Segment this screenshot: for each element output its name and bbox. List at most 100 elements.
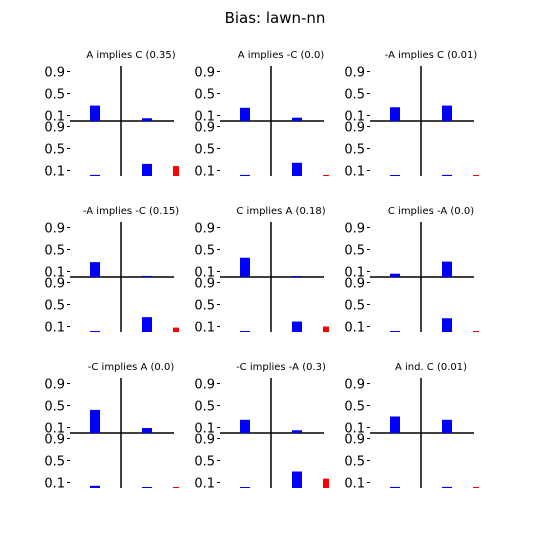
y-tick-label: 0.9 xyxy=(344,222,365,237)
y-tick-label: 0.5 xyxy=(194,455,215,470)
bar-bottom-left xyxy=(390,331,400,332)
bar-top-right xyxy=(292,117,302,121)
y-tick-label: 0.5 xyxy=(44,455,65,470)
bar-extra xyxy=(173,166,179,176)
y-tick-label: 0.9 xyxy=(194,222,215,237)
y-tick-label: 0.5 xyxy=(344,88,365,103)
y-tick-label: 0.1 xyxy=(194,321,215,336)
bar-bottom-right xyxy=(442,486,452,488)
bar-bottom-right xyxy=(442,174,452,176)
panel-title: C implies -A (0.0) xyxy=(388,206,474,217)
y-tick-label: 0.5 xyxy=(344,455,365,470)
y-tick-label: 0.1 xyxy=(44,266,65,281)
y-tick-label: 0.1 xyxy=(44,422,65,437)
bar-extra xyxy=(173,487,179,488)
panel-title: -C implies A (0.0) xyxy=(88,362,175,373)
bar-top-left xyxy=(390,273,400,277)
panel-title: -A implies -C (0.15) xyxy=(83,206,179,217)
bar-bottom-left xyxy=(390,486,400,488)
bar-bottom-right xyxy=(142,487,152,488)
bar-bottom-left xyxy=(240,174,250,176)
bar-bottom-left xyxy=(240,487,250,488)
y-tick-label: 0.5 xyxy=(344,400,365,415)
y-tick-label: 0.5 xyxy=(344,143,365,158)
y-tick-label: 0.9 xyxy=(194,121,215,136)
bar-bottom-left xyxy=(240,331,250,332)
bar-extra xyxy=(323,326,329,332)
y-tick-label: 0.9 xyxy=(44,222,65,237)
bar-extra xyxy=(473,175,479,176)
y-tick-label: 0.1 xyxy=(344,266,365,281)
y-tick-label: 0.9 xyxy=(344,378,365,393)
y-tick-label: 0.5 xyxy=(194,88,215,103)
y-tick-label: 0.9 xyxy=(194,433,215,448)
panel-title: -A implies C (0.01) xyxy=(385,50,478,61)
bar-top-left xyxy=(390,107,400,121)
y-tick-label: 0.1 xyxy=(344,165,365,180)
bar-bottom-right xyxy=(292,321,302,332)
y-tick-label: 0.1 xyxy=(44,477,65,492)
y-tick-label: 0.1 xyxy=(194,266,215,281)
y-tick-label: 0.5 xyxy=(194,299,215,314)
bar-top-left xyxy=(240,107,250,121)
y-tick-label: 0.5 xyxy=(44,244,65,259)
panel-grid: A implies C (0.35)0.90.50.10.90.50.1A im… xyxy=(44,50,479,492)
y-tick-label: 0.9 xyxy=(44,378,65,393)
bar-top-right xyxy=(442,261,452,277)
y-tick-label: 0.9 xyxy=(344,433,365,448)
y-tick-label: 0.9 xyxy=(344,121,365,136)
y-tick-label: 0.1 xyxy=(344,321,365,336)
panel-title: A ind. C (0.01) xyxy=(395,362,467,373)
bar-top-left xyxy=(390,416,400,433)
y-tick-label: 0.1 xyxy=(194,477,215,492)
bar-extra xyxy=(473,331,479,332)
bar-bottom-left xyxy=(90,174,100,176)
y-tick-label: 0.1 xyxy=(344,110,365,125)
y-tick-label: 0.5 xyxy=(44,88,65,103)
bar-top-left xyxy=(90,262,100,277)
y-tick-label: 0.1 xyxy=(44,110,65,125)
y-tick-label: 0.1 xyxy=(44,165,65,180)
y-tick-label: 0.5 xyxy=(344,244,365,259)
bar-top-right xyxy=(292,276,302,277)
y-tick-label: 0.5 xyxy=(194,400,215,415)
bar-bottom-right xyxy=(142,163,152,176)
y-tick-label: 0.9 xyxy=(44,433,65,448)
y-tick-label: 0.5 xyxy=(44,400,65,415)
y-tick-label: 0.9 xyxy=(44,121,65,136)
panel: C implies A (0.18)0.90.50.10.90.50.1 xyxy=(194,206,329,336)
y-tick-label: 0.1 xyxy=(194,422,215,437)
bar-top-right xyxy=(142,118,152,121)
y-tick-label: 0.1 xyxy=(194,165,215,180)
y-tick-label: 0.5 xyxy=(194,244,215,259)
bar-bottom-right xyxy=(292,471,302,488)
bar-extra xyxy=(323,175,329,176)
bar-top-left xyxy=(240,257,250,277)
panel: -A implies -C (0.15)0.90.50.10.90.50.1 xyxy=(44,206,179,336)
panel: -C implies A (0.0)0.90.50.10.90.50.1 xyxy=(44,362,179,492)
bar-bottom-right xyxy=(292,162,302,176)
figure-title: Bias: lawn-nn xyxy=(225,9,326,27)
bar-extra xyxy=(473,487,479,488)
bar-top-left xyxy=(90,105,100,121)
panel: A ind. C (0.01)0.90.50.10.90.50.1 xyxy=(344,362,479,492)
panel-title: A implies -C (0.0) xyxy=(238,50,325,61)
y-tick-label: 0.9 xyxy=(344,277,365,292)
bar-extra xyxy=(323,478,329,488)
y-tick-label: 0.1 xyxy=(194,110,215,125)
y-tick-label: 0.1 xyxy=(344,422,365,437)
bar-extra xyxy=(173,327,179,332)
panel-title: -C implies -A (0.3) xyxy=(236,362,326,373)
bar-top-right xyxy=(142,428,152,433)
panel: -C implies -A (0.3)0.90.50.10.90.50.1 xyxy=(194,362,329,492)
y-tick-label: 0.5 xyxy=(344,299,365,314)
y-tick-label: 0.1 xyxy=(344,477,365,492)
panel: -A implies C (0.01)0.90.50.10.90.50.1 xyxy=(344,50,479,180)
y-tick-label: 0.9 xyxy=(194,66,215,81)
y-tick-label: 0.9 xyxy=(194,378,215,393)
bar-bottom-left xyxy=(390,175,400,176)
panel: C implies -A (0.0)0.90.50.10.90.50.1 xyxy=(344,206,479,336)
panel-title: A implies C (0.35) xyxy=(86,50,175,61)
y-tick-label: 0.5 xyxy=(44,143,65,158)
